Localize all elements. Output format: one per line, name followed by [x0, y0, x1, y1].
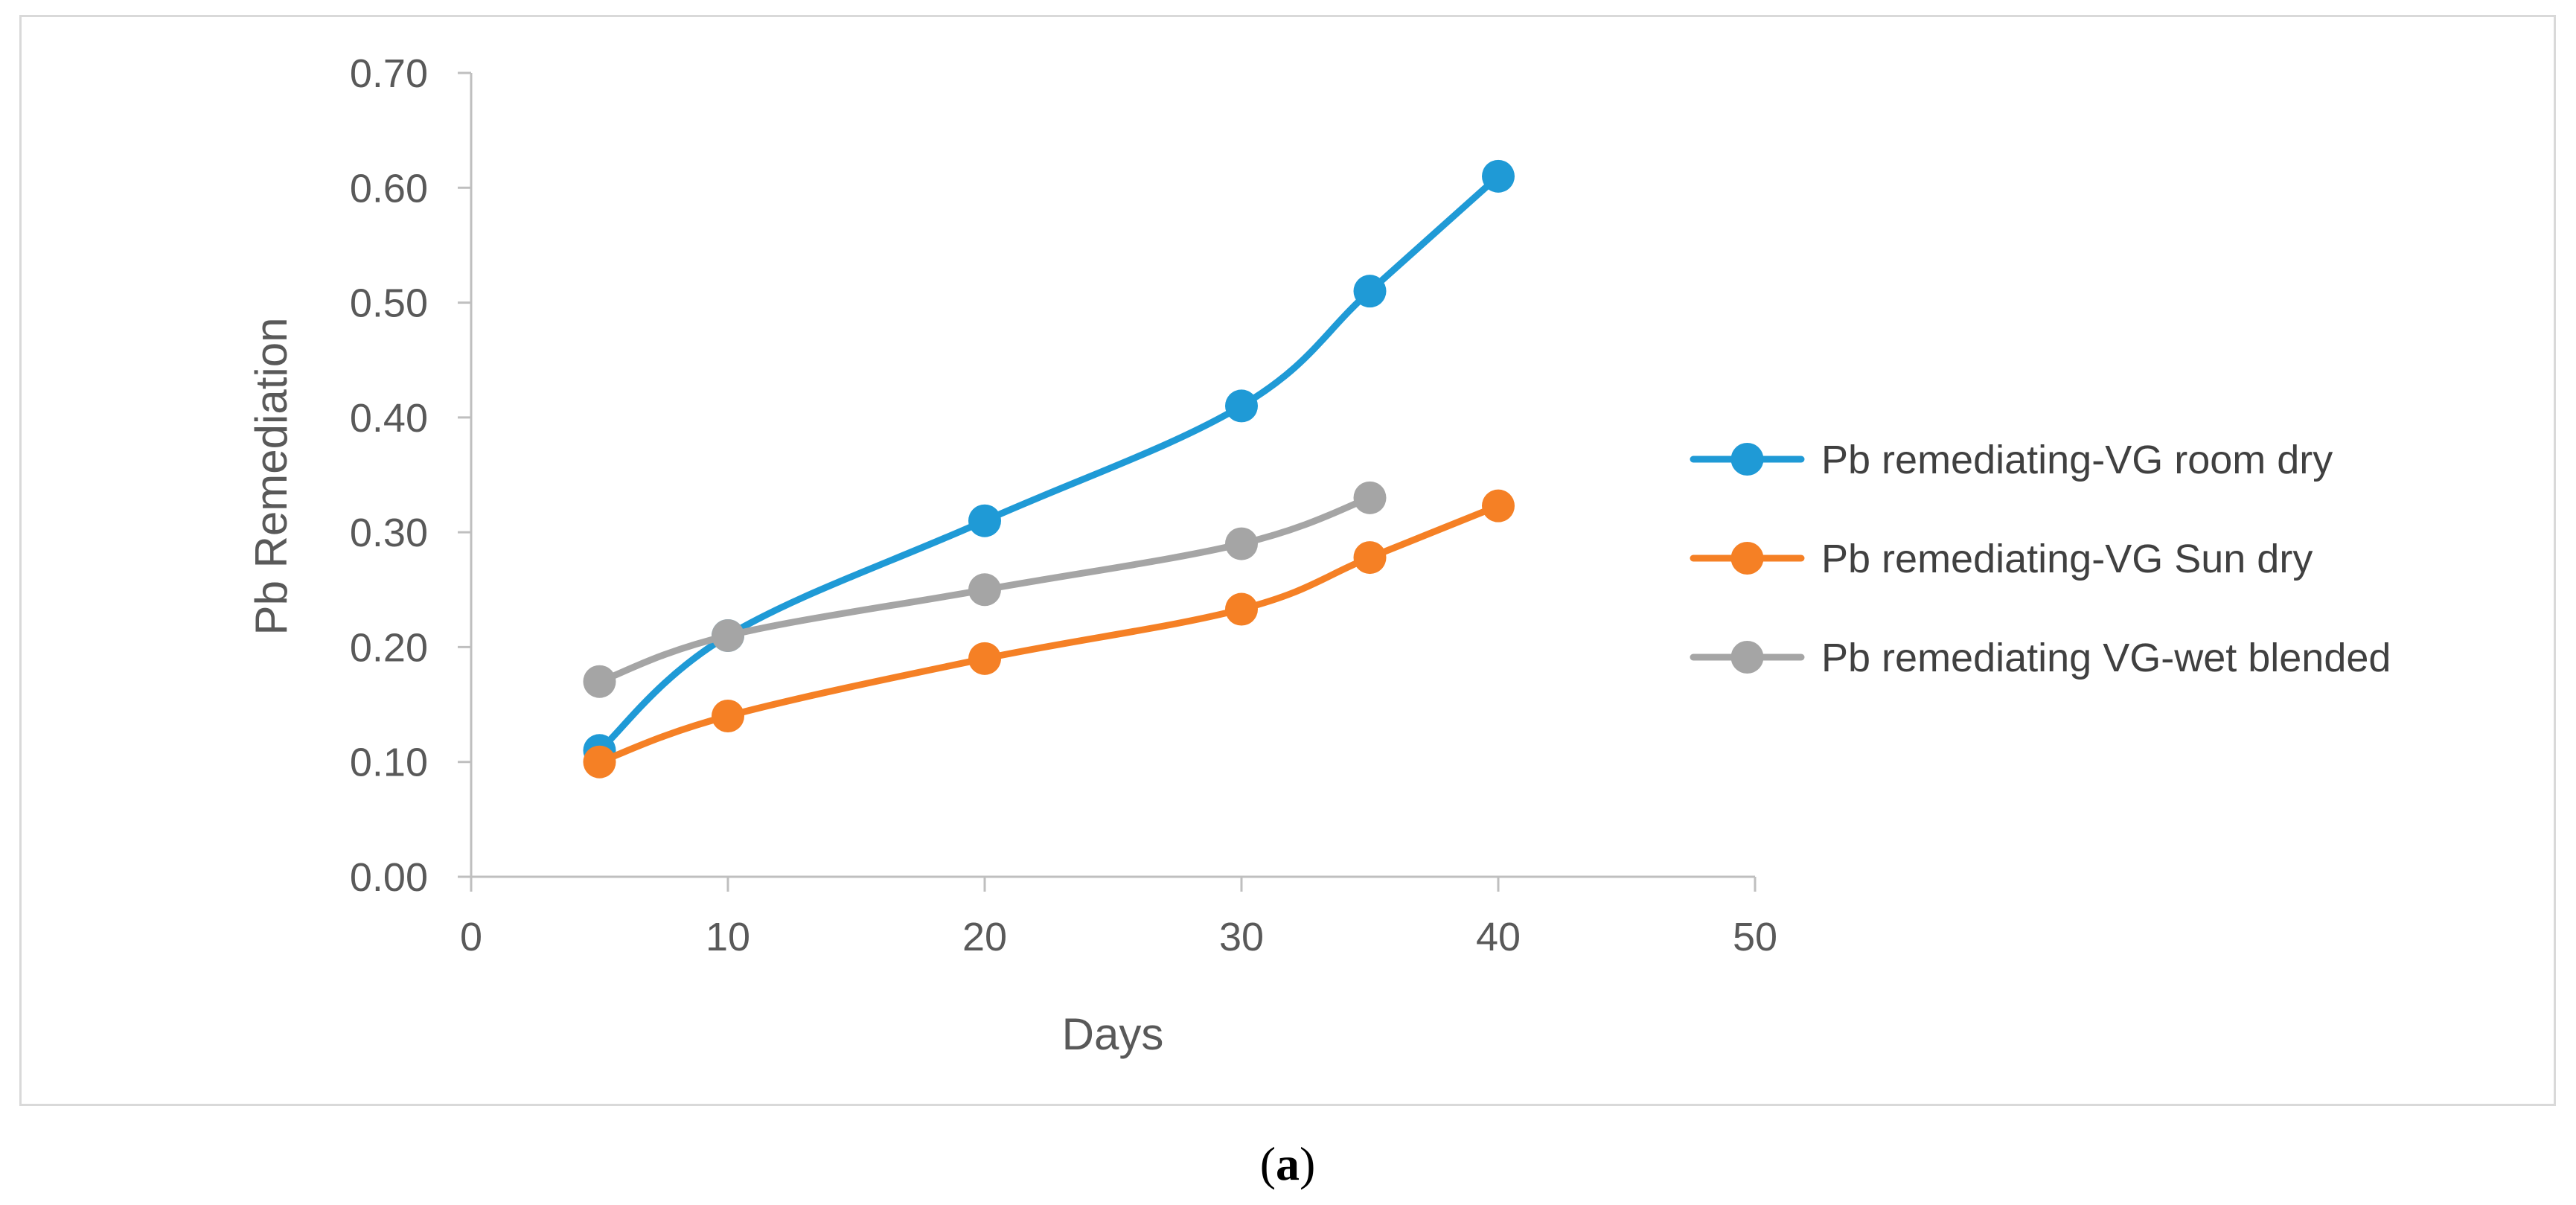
x-tick-label: 50: [1733, 915, 1777, 959]
y-tick-label: 0.10: [350, 741, 428, 785]
data-point: [1225, 592, 1258, 626]
data-point: [583, 745, 616, 779]
y-tick-label: 0.30: [350, 511, 428, 555]
figure-caption: (a): [1260, 1137, 1316, 1190]
legend: Pb remediating-VG room dry Pb remediating…: [1690, 438, 2391, 680]
data-point: [1482, 159, 1515, 193]
legend-marker: [1730, 542, 1764, 575]
legend-item: Pb remediating-VG Sun dry: [1690, 537, 2313, 581]
y-axis-title: Pb Remediation: [246, 318, 296, 636]
data-point: [968, 573, 1001, 607]
axes: 0.00 0.10 0.20 0.30 0.40 0.50 0.60 0.70 0 10 20 30 4…: [350, 51, 1777, 959]
series-2: [583, 489, 1515, 779]
series-3: [583, 481, 1387, 698]
legend-label: Pb remediating-VG room dry: [1821, 438, 2333, 482]
x-axis-title: Days: [1062, 1009, 1164, 1059]
y-tick-label: 0.50: [350, 281, 428, 326]
x-tick-label: 0: [460, 915, 482, 959]
legend-label: Pb remediating-VG Sun dry: [1821, 537, 2313, 581]
legend-label: Pb remediating VG-wet blended: [1821, 636, 2391, 680]
series-1: [583, 159, 1515, 767]
data-point: [968, 642, 1001, 675]
data-point: [1353, 481, 1387, 514]
caption-open: (: [1260, 1137, 1276, 1190]
y-tick-label: 0.40: [350, 396, 428, 441]
y-tick-label: 0.60: [350, 166, 428, 211]
data-point: [583, 665, 616, 698]
y-tick-label: 0.00: [350, 855, 428, 900]
series-line: [596, 173, 1502, 754]
legend-item: Pb remediating VG-wet blended: [1690, 636, 2391, 680]
legend-item: Pb remediating-VG room dry: [1690, 438, 2333, 482]
x-tick-label: 40: [1476, 915, 1521, 959]
data-point: [1482, 489, 1515, 522]
data-point: [712, 619, 744, 652]
data-point: [968, 504, 1001, 537]
x-tick-label: 20: [962, 915, 1007, 959]
y-tick-label: 0.20: [350, 625, 428, 670]
caption-letter: a: [1276, 1137, 1300, 1190]
series-layer: [583, 159, 1515, 779]
data-point: [1353, 275, 1387, 308]
x-tick-label: 10: [706, 915, 750, 959]
legend-marker: [1730, 641, 1764, 674]
data-point: [1353, 541, 1387, 575]
x-tick-label: 30: [1219, 915, 1264, 959]
legend-marker: [1730, 443, 1764, 476]
data-point: [1225, 389, 1258, 423]
data-point: [712, 700, 744, 732]
chart-frame: [19, 15, 2556, 1106]
caption-close: ): [1300, 1137, 1315, 1190]
y-tick-label: 0.70: [350, 51, 428, 96]
data-point: [1225, 527, 1258, 560]
